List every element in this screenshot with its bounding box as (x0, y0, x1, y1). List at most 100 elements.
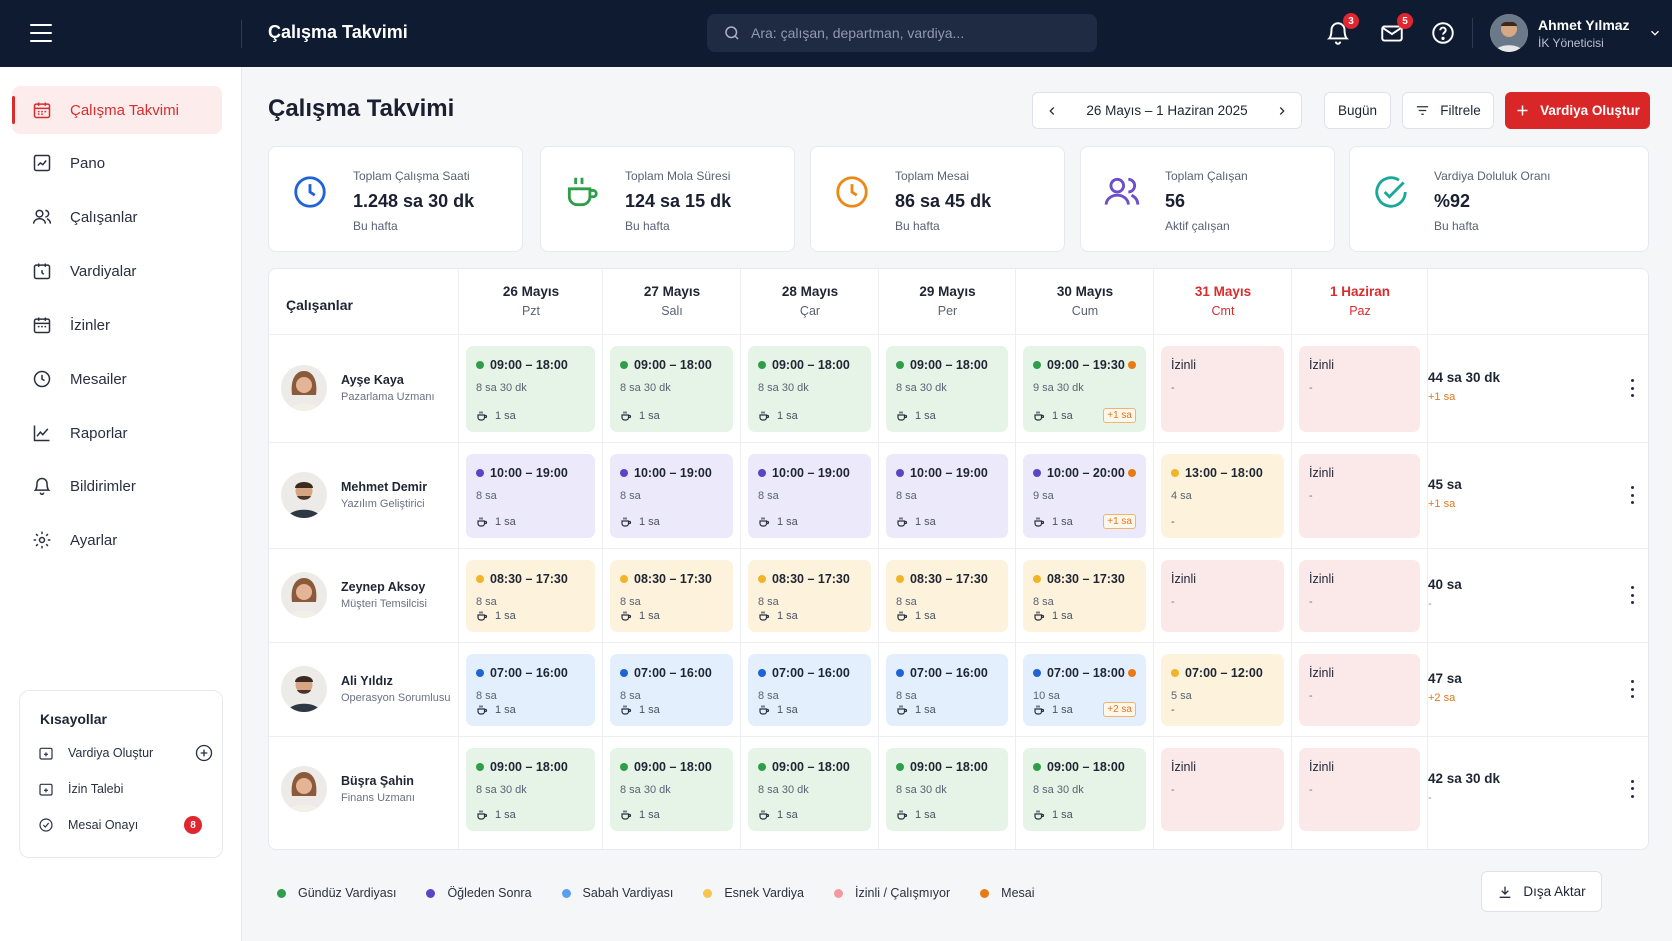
employee-ayse-kaya[interactable]: Ayşe Kaya Pazarlama Uzmanı (281, 365, 435, 411)
leave-cell[interactable]: İzinli - (1161, 560, 1284, 632)
shift-cell[interactable]: 07:00 – 16:00 8 sa 1 sa (748, 654, 871, 726)
search-input[interactable] (751, 25, 1081, 41)
create-shift-button[interactable]: Vardiya Oluştur (1505, 92, 1650, 129)
filter-button[interactable]: Filtrele (1402, 92, 1494, 129)
shift-cell[interactable]: 10:00 – 20:00 9 sa 1 sa +1 sa (1023, 454, 1146, 538)
search-box[interactable] (707, 14, 1097, 52)
menu-icon[interactable] (30, 24, 52, 42)
leave-cell[interactable]: İzinli - (1299, 748, 1420, 831)
shift-break: 1 sa (758, 809, 798, 821)
shift-cell[interactable]: 09:00 – 18:00 8 sa 30 dk 1 sa (610, 748, 733, 831)
leave-cell[interactable]: İzinli - (1161, 748, 1284, 831)
shift-break: 1 sa (896, 516, 936, 528)
row-menu-icon[interactable] (1627, 586, 1637, 604)
leave-cell[interactable]: İzinli - (1299, 454, 1420, 538)
stat-card-overtime: Toplam Mesai 86 sa 45 dk Bu hafta (810, 146, 1065, 252)
shortcut-overtime-approval[interactable]: Mesai Onayı 8 (38, 813, 214, 837)
shift-cell[interactable]: 08:30 – 17:30 8 sa 1 sa (748, 560, 871, 632)
shortcut-leave-request[interactable]: İzin Talebi (38, 777, 214, 801)
shift-time: 07:00 – 16:00 (476, 666, 568, 680)
sidebar-item-notifications[interactable]: Bildirimler (12, 462, 222, 510)
row-menu-icon[interactable] (1627, 779, 1637, 798)
shift-cell[interactable]: 09:00 – 18:00 8 sa 30 dk 1 sa (886, 748, 1008, 831)
shift-cell[interactable]: 10:00 – 19:00 8 sa 1 sa (466, 454, 595, 538)
legend-dot (834, 888, 843, 898)
shift-cell[interactable]: 07:00 – 18:00 10 sa 1 sa +2 sa (1023, 654, 1146, 726)
shift-cell[interactable]: 07:00 – 16:00 8 sa 1 sa (466, 654, 595, 726)
shift-cell[interactable]: 09:00 – 18:00 8 sa 30 dk 1 sa (748, 346, 871, 432)
shortcut-create-shift[interactable]: Vardiya Oluştur (38, 741, 214, 765)
shift-time-label: 09:00 – 18:00 (772, 358, 850, 372)
sidebar-item-shifts[interactable]: Vardiyalar (12, 247, 222, 295)
sidebar-item-label: Çalışanlar (70, 208, 138, 226)
shift-duration: 8 sa 30 dk (896, 382, 947, 394)
export-button[interactable]: Dışa Aktar (1481, 871, 1602, 912)
employee-ali-yildiz[interactable]: Ali Yıldız Operasyon Sorumlusu (281, 666, 450, 712)
shift-dot (1033, 575, 1041, 583)
row-menu-icon[interactable] (1627, 680, 1637, 698)
shift-cell[interactable]: 08:30 – 17:30 8 sa 1 sa (1023, 560, 1146, 632)
calendar-minus-icon (39, 783, 53, 796)
shift-cell[interactable]: 09:00 – 18:00 8 sa 30 dk 1 sa (886, 346, 1008, 432)
plus-circle-icon[interactable] (194, 743, 214, 763)
shift-time: 09:00 – 18:00 (620, 358, 712, 372)
next-week-button[interactable] (1263, 93, 1301, 128)
messages-button[interactable]: 5 (1379, 13, 1413, 46)
sidebar-item-reports[interactable]: Raporlar (12, 409, 222, 457)
shift-cell[interactable]: 13:00 – 18:00 4 sa - (1161, 454, 1284, 538)
shift-cell[interactable]: 10:00 – 19:00 8 sa 1 sa (886, 454, 1008, 538)
shift-dot (1033, 669, 1041, 677)
grid-column-line (878, 269, 879, 849)
leave-cell[interactable]: İzinli - (1299, 346, 1420, 432)
bell-icon (33, 477, 51, 496)
shift-break-label: 1 sa (1052, 704, 1073, 716)
shift-cell[interactable]: 09:00 – 18:00 8 sa 30 dk 1 sa (610, 346, 733, 432)
shift-cell[interactable]: 08:30 – 17:30 8 sa 1 sa (466, 560, 595, 632)
shift-cell[interactable]: 10:00 – 19:00 8 sa 1 sa (748, 454, 871, 538)
leave-cell[interactable]: İzinli - (1299, 560, 1420, 632)
sidebar-item-settings[interactable]: Ayarlar (12, 516, 222, 564)
shift-cell[interactable]: 08:30 – 17:30 8 sa 1 sa (610, 560, 733, 632)
employee-busra-sahin[interactable]: Büşra Şahin Finans Uzmanı (281, 765, 415, 812)
leave-cell[interactable]: İzinli - (1299, 654, 1420, 726)
today-button[interactable]: Bugün (1324, 92, 1391, 129)
top-bar: Çalışma Takvimi 3 5 Ahmet Yılmaz İK Yöne… (0, 0, 1672, 67)
shift-break-label: 1 sa (639, 610, 660, 622)
sidebar-item-calendar[interactable]: Çalışma Takvimi (12, 86, 222, 134)
shift-time: 09:00 – 18:00 (896, 358, 988, 372)
legend-dot (561, 888, 571, 898)
date-range-label[interactable]: 26 Mayıs – 1 Haziran 2025 (1086, 103, 1248, 118)
shift-time: 07:00 – 12:00 (1171, 666, 1263, 680)
shift-cell[interactable]: 09:00 – 18:00 8 sa 30 dk 1 sa (466, 748, 595, 831)
search-icon (725, 26, 739, 40)
sidebar-item-employees[interactable]: Çalışanlar (12, 193, 222, 241)
employee-mehmet-demir[interactable]: Mehmet Demir Yazılım Geliştirici (281, 472, 427, 518)
leave-cell[interactable]: İzinli - (1161, 346, 1284, 432)
user-menu[interactable]: Ahmet Yılmaz İK Yöneticisi (1490, 14, 1662, 52)
shift-break-label: - (1171, 516, 1175, 528)
shift-cell[interactable]: 08:30 – 17:30 8 sa 1 sa (886, 560, 1008, 632)
avatar (281, 472, 327, 518)
shift-cell[interactable]: 07:00 – 12:00 5 sa - (1161, 654, 1284, 726)
shift-cell[interactable]: 09:00 – 18:00 8 sa 30 dk 1 sa (466, 346, 595, 432)
row-menu-icon[interactable] (1627, 486, 1637, 504)
weekly-total: 40 sa - (1428, 577, 1462, 610)
help-button[interactable] (1430, 20, 1456, 46)
weekly-total-value: 42 sa 30 dk (1428, 770, 1501, 786)
sidebar-item-dashboard[interactable]: Pano (12, 139, 222, 187)
shift-cell[interactable]: 09:00 – 19:30 9 sa 30 dk 1 sa +1 sa (1023, 346, 1146, 432)
sidebar-item-leaves[interactable]: İzinler (12, 301, 222, 349)
legend-dot (277, 888, 286, 898)
shift-duration: 8 sa (758, 490, 779, 502)
shift-cell[interactable]: 09:00 – 18:00 8 sa 30 dk 1 sa (1023, 748, 1146, 831)
shift-cell[interactable]: 07:00 – 16:00 8 sa 1 sa (886, 654, 1008, 726)
row-menu-icon[interactable] (1627, 379, 1637, 397)
shift-cell[interactable]: 09:00 – 18:00 8 sa 30 dk 1 sa (748, 748, 871, 831)
stat-label: Toplam Çalışan (1165, 169, 1248, 183)
employee-zeynep-aksoy[interactable]: Zeynep Aksoy Müşteri Temsilcisi (281, 572, 427, 618)
prev-week-button[interactable] (1033, 93, 1071, 128)
notifications-button[interactable]: 3 (1325, 13, 1359, 46)
sidebar-item-overtime[interactable]: Mesailer (12, 355, 222, 403)
shift-cell[interactable]: 07:00 – 16:00 8 sa 1 sa (610, 654, 733, 726)
shift-cell[interactable]: 10:00 – 19:00 8 sa 1 sa (610, 454, 733, 538)
